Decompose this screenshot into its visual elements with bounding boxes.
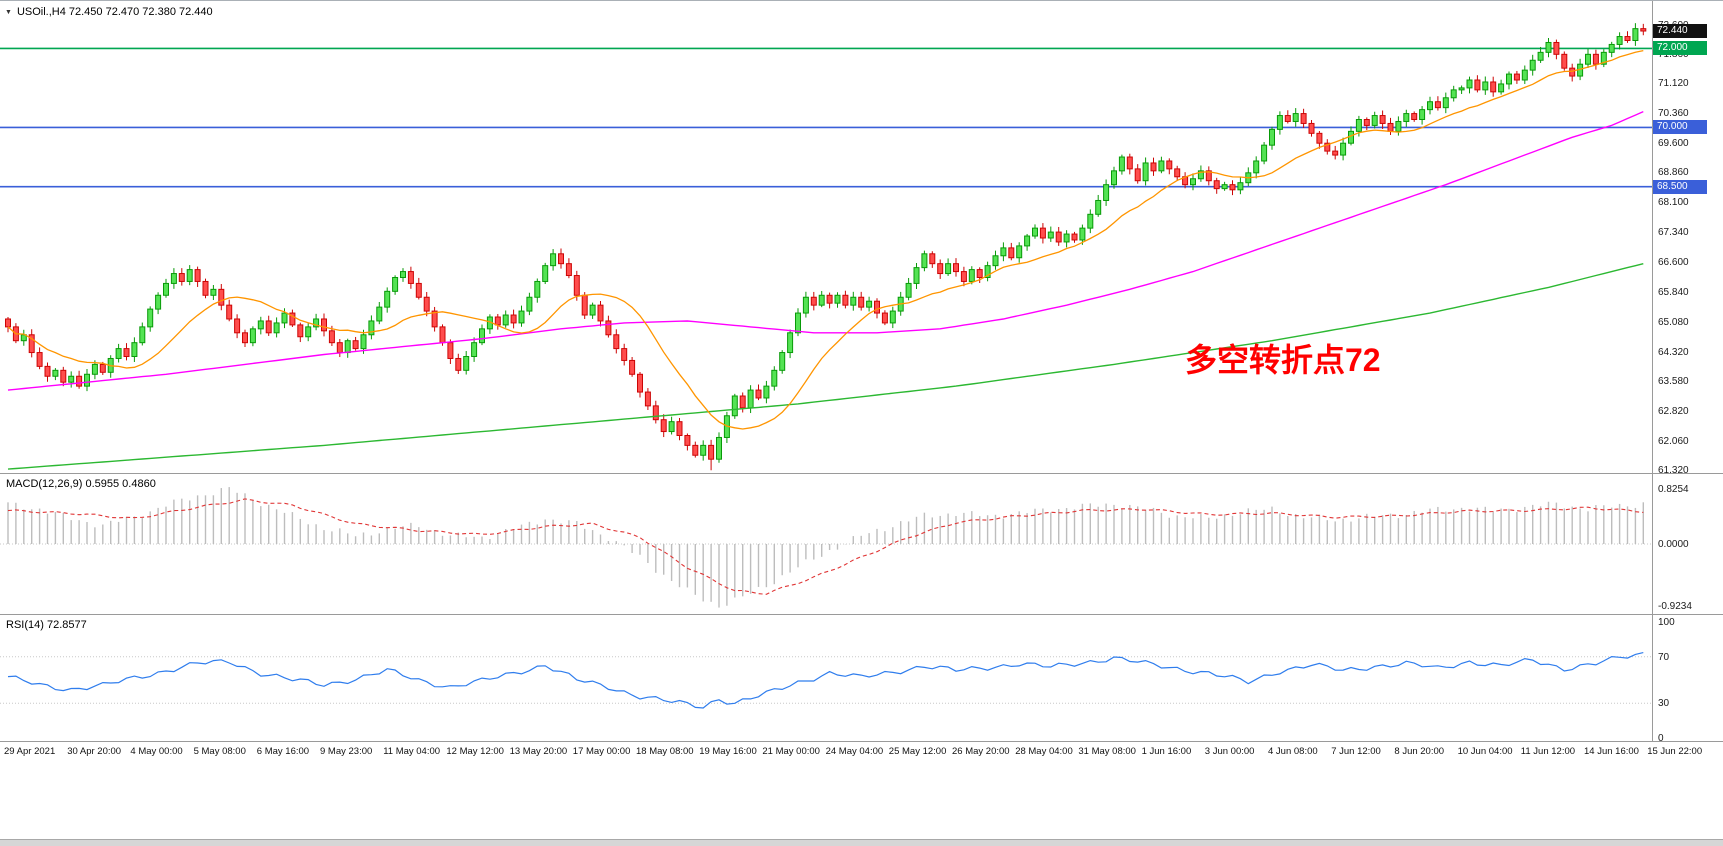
time-tick-label: 7 Jun 12:00: [1331, 746, 1381, 757]
macd-tick-label: 0.8254: [1658, 483, 1689, 495]
time-tick-label: 10 Jun 04:00: [1457, 746, 1513, 757]
time-tick-label: 12 May 12:00: [446, 746, 504, 757]
rsi-tick-label: 0: [1658, 733, 1664, 744]
price-tick-label: 62.820: [1658, 406, 1689, 417]
time-tick-label: 24 May 04:00: [825, 746, 884, 757]
price-tick-label: 62.060: [1658, 436, 1689, 448]
price-level-badge: 70.000: [1653, 120, 1707, 135]
rsi-tick-label: 70: [1658, 651, 1670, 663]
time-tick-label: 19 May 16:00: [699, 746, 757, 757]
rsi-tick-label: 30: [1658, 698, 1670, 710]
price-tick-label: 64.320: [1658, 346, 1689, 358]
symbol-ohlc-label: USOil.,H4 72.450 72.470 72.380 72.440: [16, 6, 213, 18]
price-tick-label: 68.100: [1658, 197, 1689, 209]
price-tick-label: 71.120: [1658, 78, 1689, 90]
rsi-tick-label: 100: [1658, 617, 1675, 628]
time-tick-label: 18 May 08:00: [636, 746, 694, 757]
time-tick-label: 11 Jun 12:00: [1520, 746, 1576, 757]
rsi-indicator-label: RSI(14) 72.8577: [6, 619, 87, 631]
price-tick-label: 68.860: [1658, 167, 1689, 179]
price-tick-label: 63.580: [1658, 375, 1689, 387]
symbol-title: ▼ USOil.,H4 72.450 72.470 72.380 72.440: [5, 6, 213, 18]
time-tick-label: 8 Jun 20:00: [1394, 746, 1445, 757]
time-tick-label: 28 May 04:00: [1015, 746, 1073, 757]
price-tick-label: 70.360: [1658, 108, 1689, 120]
price-tick-label: 65.840: [1658, 286, 1689, 298]
time-tick-label: 26 May 20:00: [952, 746, 1010, 757]
macd-tick-label: -0.9234: [1658, 600, 1692, 612]
macd-tick-label: 0.0000: [1658, 539, 1689, 550]
time-tick-label: 21 May 00:00: [762, 746, 820, 757]
price-tick-label: 66.600: [1658, 256, 1689, 268]
price-level-badge: 72.440: [1653, 24, 1707, 39]
price-level-badge: 72.000: [1653, 41, 1707, 56]
time-tick-label: 17 May 00:00: [572, 746, 631, 757]
price-tick-label: 69.600: [1658, 138, 1689, 150]
time-tick-label: 1 Jun 16:00: [1141, 746, 1192, 757]
time-tick-label: 9 May 23:00: [320, 746, 373, 757]
time-tick-label: 3 Jun 00:00: [1204, 746, 1255, 757]
price-tick-label: 67.340: [1658, 227, 1689, 239]
time-tick-label: 5 May 08:00: [193, 746, 246, 757]
bottom-bar: [0, 839, 1723, 846]
price-level-badge: 68.500: [1653, 179, 1707, 194]
time-tick-label: 13 May 20:00: [509, 746, 568, 757]
time-tick-label: 30 Apr 20:00: [67, 746, 122, 757]
price-tick-label: 61.320: [1658, 465, 1689, 477]
time-tick-label: 29 Apr 2021: [4, 746, 56, 757]
time-tick-label: 6 May 16:00: [256, 746, 310, 757]
one-click-trading-arrow-icon[interactable]: ▼: [5, 8, 12, 16]
time-tick-label: 25 May 12:00: [888, 746, 947, 757]
price-tick-label: 65.080: [1658, 316, 1689, 328]
chart-annotation-text: 多空转折点72: [1185, 342, 1381, 378]
time-tick-label: 15 Jun 22:00: [1647, 746, 1703, 757]
time-tick-label: 4 Jun 08:00: [1268, 746, 1318, 757]
time-tick-label: 31 May 08:00: [1078, 746, 1136, 757]
macd-indicator-label: MACD(12,26,9) 0.5955 0.4860: [6, 478, 156, 490]
time-tick-label: 14 Jun 16:00: [1584, 746, 1639, 757]
time-tick-label: 11 May 04:00: [383, 746, 441, 757]
time-tick-label: 4 May 00:00: [130, 746, 183, 757]
